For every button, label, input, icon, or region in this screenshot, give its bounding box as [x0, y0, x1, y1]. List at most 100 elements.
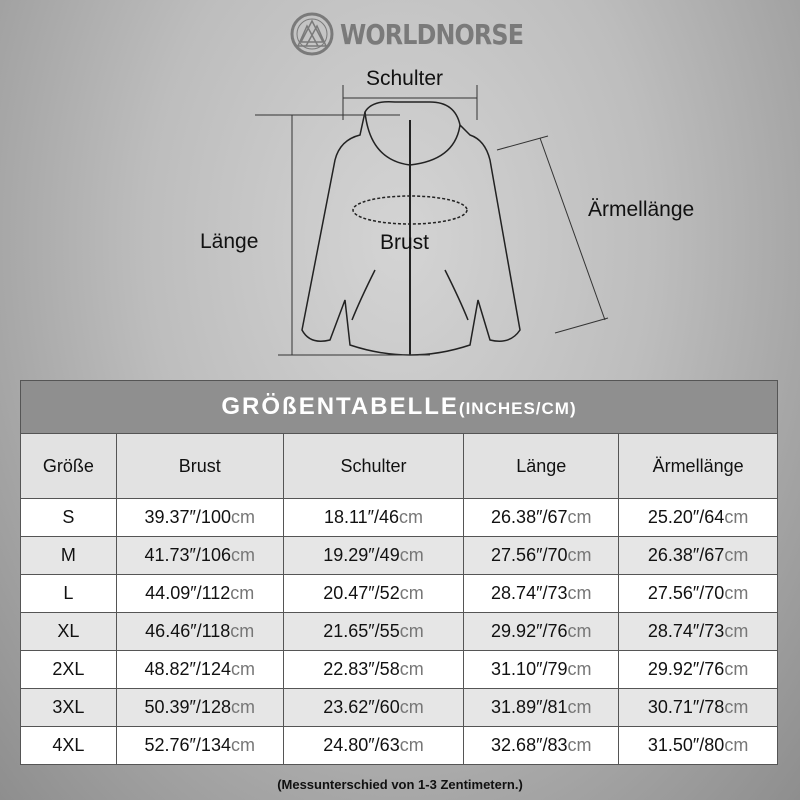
- table-row: L 44.09″/112cm 20.47″/52cm 28.74″/73cm 27.56…: [20, 574, 778, 613]
- table-row: 2XL 48.82″/124cm 22.83″/58cm 31.10″/79cm 29.…: [20, 650, 778, 689]
- unit-label: cm: [230, 583, 255, 603]
- unit-label: cm: [567, 621, 592, 641]
- unit-label: cm: [567, 583, 592, 603]
- cell-value: 31.89″/81: [491, 697, 568, 717]
- cell-value: 2XL: [52, 659, 85, 679]
- unit-label: cm: [724, 697, 749, 717]
- unit-label: cm: [399, 659, 424, 679]
- label-shoulder: Schulter: [366, 67, 444, 90]
- table-cell: M: [20, 536, 117, 575]
- unit-label: cm: [724, 735, 749, 755]
- cell-value: 27.56″/70: [647, 583, 725, 603]
- table-row: S 39.37″/100cm 18.11″/46cm 26.38″/67cm 25.20…: [20, 498, 778, 537]
- cell-value: 26.38″/67: [491, 507, 568, 527]
- header-row: Größe Brust Schulter Länge Ärmellänge: [20, 433, 778, 499]
- label-chest: Brust: [380, 231, 430, 254]
- title-text: GRÖßENTABELLE: [221, 393, 459, 420]
- table-cell: 26.38″/67cm: [618, 536, 778, 575]
- table-cell: 44.09″/112cm: [115, 574, 284, 613]
- cell-value: 31.50″/80: [647, 735, 725, 755]
- table-cell: 28.74″/73cm: [463, 574, 620, 613]
- table-row: 4XL 52.76″/134cm 24.80″/63cm 32.68″/83cm 31.…: [20, 726, 778, 765]
- cell-value: 22.83″/58: [323, 659, 400, 679]
- unit-label: cm: [567, 659, 592, 679]
- table-cell: 22.83″/58cm: [282, 650, 465, 689]
- valknut-icon: [290, 12, 334, 56]
- cell-value: 4XL: [52, 735, 85, 755]
- size-table: GRÖßENTABELLE(INCHES/CM) Größe Brust Sch…: [20, 380, 778, 765]
- unit-label: cm: [230, 659, 255, 679]
- table-cell: S: [20, 498, 117, 537]
- label-length: Länge: [200, 230, 259, 253]
- unit-label: cm: [399, 507, 424, 527]
- brand-name: WORLDNORSE: [340, 17, 524, 51]
- cell-value: 20.47″/52: [323, 583, 400, 603]
- unit-label: cm: [230, 545, 255, 565]
- table-row: 3XL 50.39″/128cm 23.62″/60cm 31.89″/81cm 30.…: [20, 688, 778, 727]
- cell-value: 24.80″/63: [323, 735, 400, 755]
- unit-label: cm: [399, 583, 424, 603]
- unit-label: cm: [724, 621, 749, 641]
- table-cell: 24.80″/63cm: [282, 726, 465, 765]
- unit-label: cm: [567, 697, 592, 717]
- table-cell: 31.89″/81cm: [463, 688, 620, 727]
- col-header: Länge: [463, 433, 620, 499]
- cell-value: 29.92″/76: [491, 621, 568, 641]
- cell-value: 44.09″/112: [145, 583, 231, 603]
- table-cell: 46.46″/118cm: [115, 612, 284, 651]
- table-cell: 21.65″/55cm: [282, 612, 465, 651]
- cell-value: 30.71″/78: [647, 697, 725, 717]
- brand-logo: WORLDNORSE: [290, 12, 555, 56]
- table-cell: 23.62″/60cm: [282, 688, 465, 727]
- unit-label: cm: [399, 621, 424, 641]
- table-cell: 50.39″/128cm: [115, 688, 284, 727]
- unit-label: cm: [230, 507, 255, 527]
- cell-value: 41.73″/106: [144, 545, 231, 565]
- table-cell: 39.37″/100cm: [115, 498, 284, 537]
- col-header: Ärmellänge: [618, 433, 778, 499]
- cell-value: 27.56″/70: [491, 545, 568, 565]
- cell-value: 23.62″/60: [323, 697, 400, 717]
- cell-value: S: [62, 507, 75, 527]
- table-cell: 2XL: [20, 650, 117, 689]
- unit-label: cm: [724, 659, 749, 679]
- table-cell: 48.82″/124cm: [115, 650, 284, 689]
- table-title: GRÖßENTABELLE(INCHES/CM): [20, 380, 778, 434]
- cell-value: 31.10″/79: [491, 659, 568, 679]
- unit-label: cm: [567, 507, 592, 527]
- table-row: XL 46.46″/118cm 21.65″/55cm 29.92″/76cm 28.7…: [20, 612, 778, 651]
- unit-label: cm: [724, 545, 749, 565]
- cell-value: 21.65″/55: [323, 621, 400, 641]
- cell-value: 25.20″/64: [647, 507, 725, 527]
- unit-label: cm: [230, 621, 255, 641]
- unit-label: cm: [724, 583, 749, 603]
- unit-label: cm: [399, 545, 424, 565]
- table-cell: 25.20″/64cm: [618, 498, 778, 537]
- table-cell: 26.38″/67cm: [463, 498, 620, 537]
- table-cell: 27.56″/70cm: [463, 536, 620, 575]
- cell-value: 32.68″/83: [491, 735, 568, 755]
- cell-value: 46.46″/118: [145, 621, 231, 641]
- cell-value: 48.82″/124: [144, 659, 231, 679]
- title-unit: (INCHES/CM): [458, 399, 577, 418]
- table-cell: 30.71″/78cm: [618, 688, 778, 727]
- table-cell: XL: [20, 612, 117, 651]
- col-header: Brust: [115, 433, 284, 499]
- label-sleeve: Ärmellänge: [588, 198, 695, 221]
- unit-label: cm: [230, 735, 255, 755]
- cell-value: 26.38″/67: [647, 545, 725, 565]
- col-header: Größe: [20, 433, 117, 499]
- table-cell: 29.92″/76cm: [463, 612, 620, 651]
- cell-value: 52.76″/134: [144, 735, 231, 755]
- cell-value: M: [60, 545, 76, 565]
- table-cell: 18.11″/46cm: [282, 498, 465, 537]
- table-cell: L: [20, 574, 117, 613]
- measurement-note: (Messunterschied von 1-3 Zentimetern.): [277, 777, 523, 792]
- table-cell: 27.56″/70cm: [618, 574, 778, 613]
- table-cell: 20.47″/52cm: [282, 574, 465, 613]
- unit-label: cm: [399, 735, 424, 755]
- cell-value: 29.92″/76: [647, 659, 725, 679]
- cell-value: XL: [57, 621, 80, 641]
- table-cell: 29.92″/76cm: [618, 650, 778, 689]
- unit-label: cm: [399, 697, 424, 717]
